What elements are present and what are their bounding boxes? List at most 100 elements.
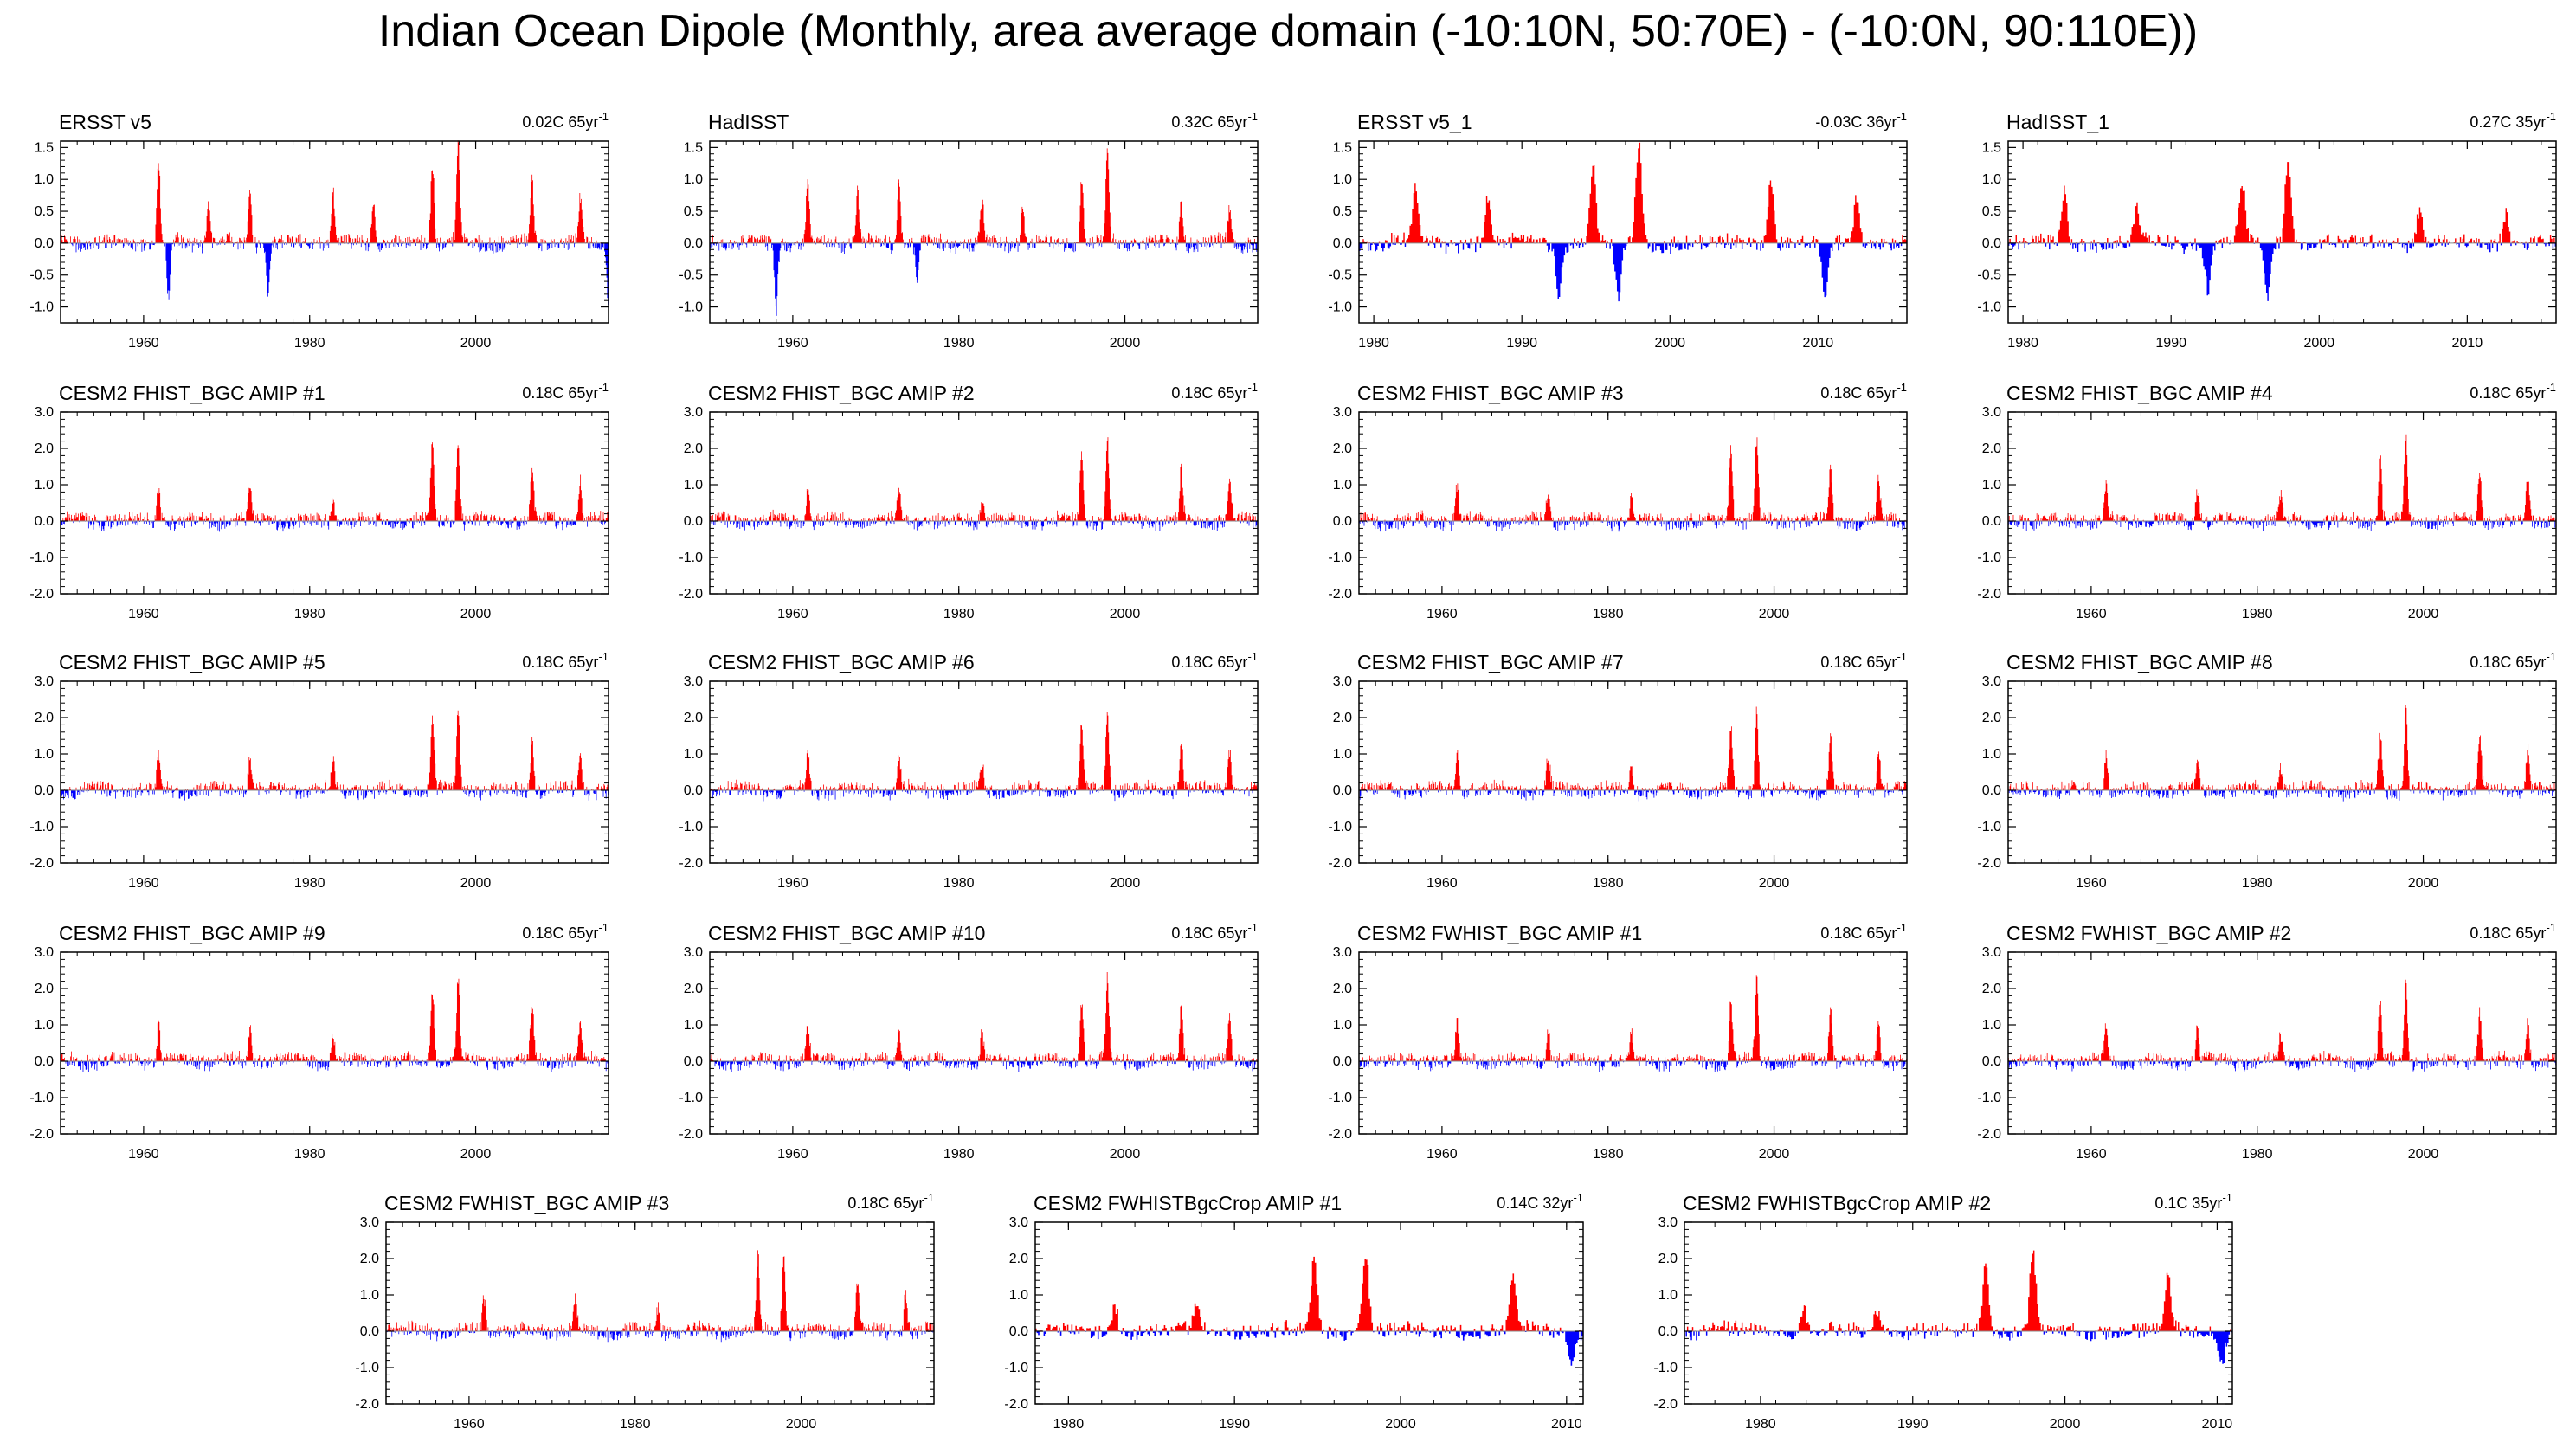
y-tick-label: -1.0 — [1328, 820, 1352, 834]
x-tick-label: 1980 — [1593, 607, 1624, 621]
x-tick-label: 1990 — [1219, 1417, 1250, 1432]
trend-exponent: -1 — [2546, 381, 2556, 394]
x-tick-label: 1980 — [2242, 876, 2273, 891]
x-tick-label: 1960 — [128, 336, 159, 351]
x-tick-label: 1960 — [128, 607, 159, 621]
x-tick-label: 1980 — [943, 336, 975, 351]
positive-bars — [2008, 704, 2556, 790]
y-tick-label: 0.5 — [1982, 204, 2001, 219]
positive-bars — [386, 1250, 934, 1331]
y-tick-label: 0.0 — [1658, 1324, 1678, 1339]
x-tick-label: 2000 — [2050, 1417, 2081, 1432]
plot-frame — [1358, 411, 1908, 595]
trend-label: 0.14C 32yr-1 — [1497, 1191, 1583, 1212]
panel-title: ERSST v5 — [59, 111, 151, 133]
x-tick-label: 1980 — [943, 607, 975, 621]
x-tick-label: 1960 — [1426, 1147, 1458, 1162]
trend-label: 0.32C 65yr-1 — [1171, 110, 1258, 131]
chart-panel: -2.0 -1.0 0.0 1.0 2.0 3.0 1980 1990 2000 2010 CESM… — [1653, 1191, 2233, 1432]
trend-label: 0.18C 65yr-1 — [1171, 650, 1258, 671]
plot-frame — [385, 1221, 935, 1405]
panel-title: CESM2 FHIST_BGC AMIP #5 — [59, 651, 325, 673]
x-tick-label: 1980 — [294, 607, 325, 621]
x-tick-label: 2000 — [1110, 336, 1141, 351]
negative-bars — [1359, 790, 1903, 802]
y-tick-label: -1.0 — [355, 1361, 379, 1375]
y-tick-label: 1.0 — [35, 478, 54, 493]
x-tick-label: 1980 — [294, 876, 325, 891]
positive-bars — [710, 972, 1258, 1061]
y-tick-label: 1.5 — [1982, 140, 2001, 155]
y-tick-label: 3.0 — [35, 674, 54, 689]
negative-bars — [710, 790, 1253, 802]
x-tick-label: 2000 — [460, 1147, 492, 1162]
y-tick-label: 0.0 — [684, 1054, 703, 1069]
y-tick-label: -2.0 — [1653, 1397, 1678, 1412]
y-tick-label: 3.0 — [684, 674, 703, 689]
panel-title: CESM2 FWHIST_BGC AMIP #3 — [384, 1192, 669, 1214]
chart-panel: -2.0 -1.0 0.0 1.0 2.0 3.0 1960 1980 2000 CESM2 FH… — [679, 650, 1259, 891]
plot-frame — [1358, 140, 1908, 324]
positive-bars — [61, 140, 602, 243]
x-tick-label: 1980 — [1593, 1147, 1624, 1162]
y-tick-label: 1.0 — [1333, 747, 1352, 762]
trend-exponent: -1 — [1247, 381, 1258, 394]
x-tick-label: 1960 — [454, 1417, 485, 1432]
x-tick-label: 1980 — [620, 1417, 651, 1432]
y-tick-label: -1.0 — [1328, 551, 1352, 565]
x-tick-label: 1960 — [777, 336, 808, 351]
trend-value: 0.27C 35yr — [2470, 113, 2546, 131]
panel-title: HadISST_1 — [2006, 111, 2109, 133]
positive-bars — [710, 437, 1258, 521]
y-tick-label: 0.0 — [684, 783, 703, 798]
y-tick-label: 0.0 — [35, 1054, 54, 1069]
y-tick-label: -1.0 — [29, 1091, 54, 1105]
y-tick-label: 0.5 — [1333, 204, 1352, 219]
negative-bars — [710, 242, 1258, 316]
trend-exponent: -1 — [2222, 1191, 2232, 1204]
x-tick-label: 2000 — [460, 607, 492, 621]
y-tick-label: 0.0 — [1982, 1054, 2001, 1069]
x-tick-label: 1990 — [2155, 336, 2186, 351]
panel-title: CESM2 FWHIST_BGC AMIP #1 — [1357, 922, 1642, 944]
positive-bars — [1360, 437, 1906, 521]
y-tick-label: 2.0 — [35, 711, 54, 725]
y-tick-label: -1.0 — [1977, 300, 2001, 315]
plot-frame — [60, 411, 609, 595]
figure-title: Indian Ocean Dipole (Monthly, area avera… — [377, 6, 2199, 56]
positive-bars — [711, 148, 1258, 243]
y-tick-label: 3.0 — [1333, 945, 1352, 960]
positive-bars — [1362, 975, 1907, 1061]
y-tick-label: -1.0 — [679, 300, 703, 315]
trend-exponent: -1 — [924, 1191, 934, 1204]
panel-title: CESM2 FHIST_BGC AMIP #4 — [2006, 382, 2273, 404]
plot-frame — [709, 411, 1259, 595]
y-tick-label: 2.0 — [684, 711, 703, 725]
trend-value: 0.1C 35yr — [2154, 1195, 2222, 1212]
y-tick-label: -2.0 — [1004, 1397, 1028, 1412]
y-tick-label: -2.0 — [355, 1397, 379, 1412]
positive-bars — [2009, 162, 2555, 243]
y-tick-label: 0.0 — [35, 236, 54, 251]
x-tick-label: 1980 — [2007, 336, 2038, 351]
y-tick-label: 3.0 — [1333, 405, 1352, 420]
panel-title: CESM2 FHIST_BGC AMIP #9 — [59, 922, 325, 944]
trend-exponent: -1 — [2546, 921, 2556, 934]
y-tick-label: 1.0 — [1658, 1288, 1678, 1303]
y-tick-label: 0.5 — [684, 204, 703, 219]
plot-frame — [60, 680, 609, 864]
trend-value: 0.18C 65yr — [1820, 924, 1897, 942]
y-tick-label: 0.0 — [360, 1324, 379, 1339]
trend-label: 0.18C 65yr-1 — [1171, 921, 1258, 942]
y-tick-label: 3.0 — [684, 405, 703, 420]
panel-title: CESM2 FWHISTBgcCrop AMIP #2 — [1683, 1192, 1991, 1214]
y-tick-label: 1.0 — [1982, 1018, 2001, 1033]
x-tick-label: 1960 — [777, 1147, 808, 1162]
y-tick-label: -1.0 — [679, 820, 703, 834]
y-tick-label: -1.0 — [1977, 1091, 2001, 1105]
y-tick-label: 1.5 — [1333, 140, 1352, 155]
trend-exponent: -1 — [598, 110, 609, 123]
trend-value: 0.32C 65yr — [1171, 113, 1247, 131]
x-tick-label: 2000 — [1110, 607, 1141, 621]
